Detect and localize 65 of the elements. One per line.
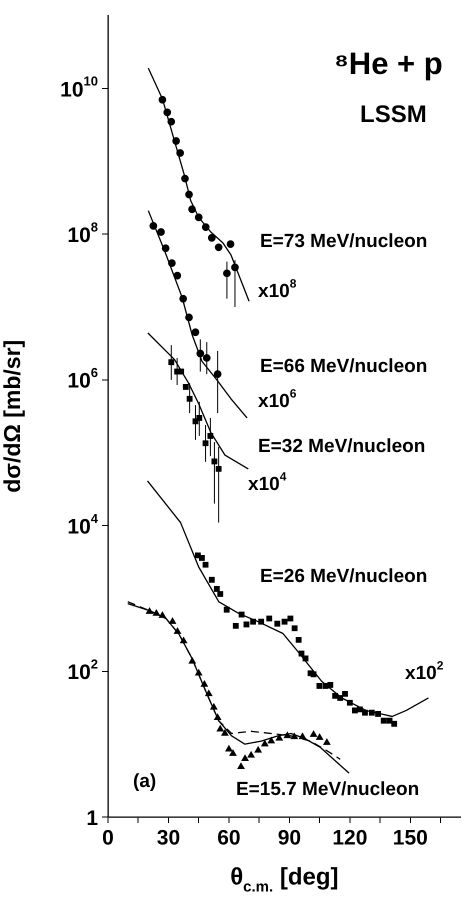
x-tick-label: 60	[217, 826, 241, 850]
point	[212, 458, 218, 464]
point	[238, 762, 244, 769]
x-tick-label: 30	[156, 826, 180, 850]
point	[316, 682, 322, 689]
point	[192, 328, 200, 336]
point	[180, 637, 187, 644]
point	[208, 576, 215, 583]
point	[292, 625, 298, 632]
point	[332, 692, 338, 699]
point	[391, 720, 398, 727]
point	[226, 745, 232, 752]
point	[214, 586, 220, 592]
point	[216, 725, 224, 732]
point	[266, 616, 272, 622]
point	[202, 562, 208, 568]
point	[199, 554, 205, 561]
annotation: (a)	[133, 771, 156, 792]
point	[274, 620, 280, 627]
x-tick-label: 120	[332, 826, 368, 850]
point	[232, 622, 239, 629]
point	[323, 738, 330, 745]
point	[205, 690, 212, 696]
x-tick-label: 150	[392, 826, 428, 850]
point	[214, 243, 222, 252]
point	[268, 737, 275, 744]
point	[254, 746, 262, 753]
point	[217, 591, 224, 597]
annotation: E=15.7 MeV/nucleon	[236, 779, 420, 800]
point	[380, 718, 387, 724]
annotation: E=32 MeV/nucleon	[258, 436, 426, 458]
point	[248, 752, 255, 758]
y-axis-title: dσ/dΩ [mb/sr]	[0, 340, 26, 493]
point	[169, 618, 176, 624]
point	[327, 682, 334, 688]
point	[310, 730, 317, 737]
annotation: E=66 MeV/nucleon	[260, 356, 428, 378]
point	[230, 750, 236, 756]
text: ⁸He + p	[334, 46, 443, 82]
point	[316, 734, 324, 740]
point	[342, 690, 348, 697]
point	[173, 272, 182, 280]
point	[296, 636, 302, 643]
point	[276, 734, 283, 741]
point	[216, 466, 222, 472]
annotation: E=73 MeV/nucleon	[260, 231, 428, 252]
text: LSSM	[360, 101, 427, 128]
point	[221, 730, 228, 736]
point	[182, 384, 189, 390]
x-tick-label: 0	[102, 826, 114, 850]
point	[261, 740, 268, 746]
x-tick-label: 90	[278, 826, 302, 850]
point	[302, 656, 308, 662]
annotation: E=26 MeV/nucleon	[260, 566, 428, 588]
point	[226, 240, 234, 248]
point	[287, 616, 294, 622]
point	[208, 234, 216, 242]
point	[244, 622, 250, 628]
y-tick-label: 1	[86, 806, 98, 830]
point	[157, 228, 165, 236]
point	[282, 618, 288, 625]
point	[242, 754, 248, 762]
point	[386, 718, 392, 724]
point	[146, 608, 153, 614]
point	[352, 708, 358, 714]
